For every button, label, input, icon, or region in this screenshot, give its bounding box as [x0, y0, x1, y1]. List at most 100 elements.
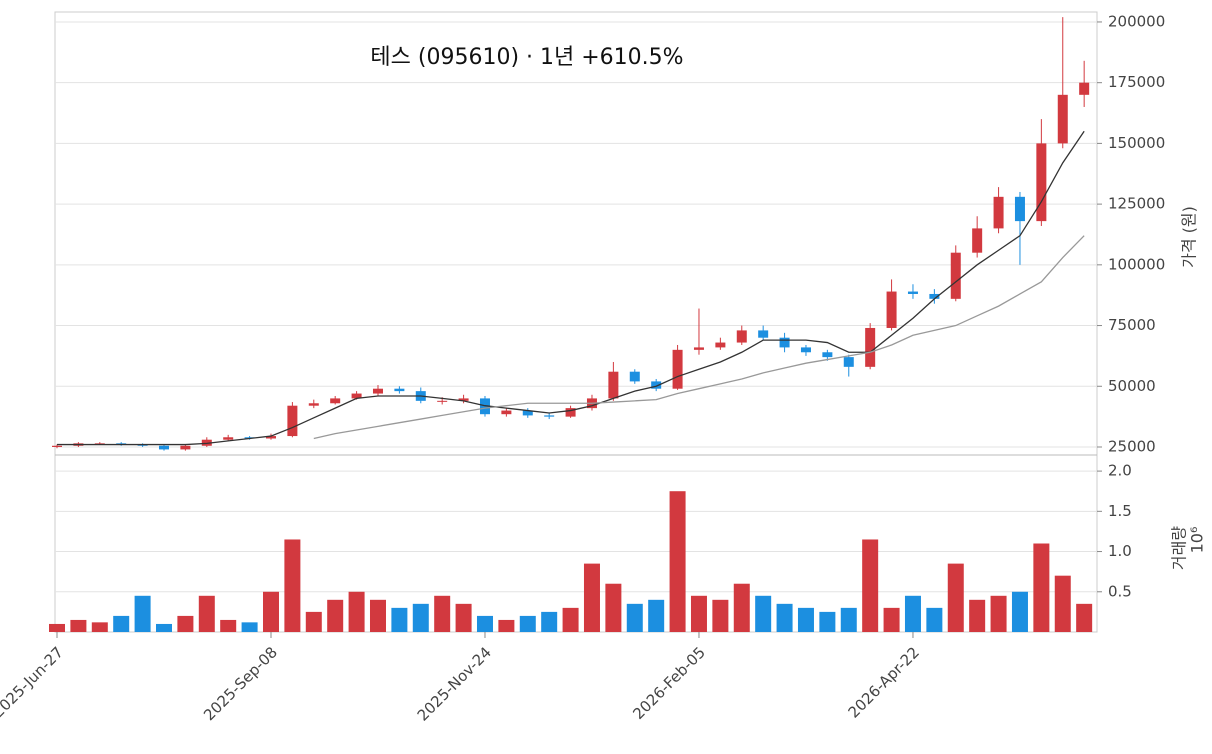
volume-bar [327, 599, 344, 632]
volume-bar [412, 603, 429, 632]
candle-body [693, 347, 704, 350]
x-tick-label: 2025-Nov-24 [414, 643, 495, 724]
candle-body [993, 196, 1004, 229]
y-tick-label: 0.5 [1108, 582, 1132, 600]
candle-body [158, 445, 169, 450]
y-tick-label: 75000 [1108, 316, 1156, 334]
candle-body [758, 330, 769, 338]
volume-bar [369, 599, 386, 632]
candle-body [715, 342, 726, 348]
x-tick-label: 2025-Jun-27 [0, 643, 67, 721]
volume-bar [904, 595, 921, 632]
volume-bar [690, 595, 707, 632]
candle-body [1036, 143, 1047, 222]
volume-bar [926, 607, 943, 632]
candle-body [972, 228, 983, 253]
volume-bar [562, 607, 579, 632]
volume-bar [990, 595, 1007, 632]
candle-body [929, 293, 940, 299]
x-tick-label: 2026-Apr-22 [845, 643, 923, 721]
x-tick-label: 2026-Feb-05 [629, 643, 709, 723]
candle-body [843, 357, 854, 367]
candle-body [651, 381, 662, 389]
candle-body [800, 347, 811, 353]
volume-bar [969, 599, 986, 632]
candle-body [223, 437, 234, 440]
candle-body [94, 443, 105, 445]
candle-body [672, 349, 683, 389]
y-tick-label: 100000 [1108, 255, 1165, 273]
volume-bar [648, 599, 665, 632]
volume-bar [391, 607, 408, 632]
volume-bar [348, 591, 365, 632]
volume-bar [840, 607, 857, 632]
candle-body [308, 403, 319, 406]
volume-bar [669, 491, 686, 632]
y-tick-label: 1.5 [1108, 502, 1132, 520]
candle-body [736, 330, 747, 343]
y-tick-label: 125000 [1108, 195, 1165, 213]
y-tick-label: 2.0 [1108, 462, 1132, 480]
volume-bar [883, 607, 900, 632]
volume-bar [712, 599, 729, 632]
candle-body [351, 393, 362, 399]
candle-body [287, 405, 298, 437]
volume-bar [733, 583, 750, 632]
volume-bar [284, 539, 301, 632]
candle-body [950, 252, 961, 299]
candle-body [629, 371, 640, 382]
volume-bar [434, 595, 451, 632]
moving-average-line [313, 235, 1085, 440]
candle-body [52, 445, 62, 447]
y-tick-label: 150000 [1108, 134, 1165, 152]
volume-bar [755, 595, 772, 632]
volume-bar [498, 619, 515, 632]
volume-bar [626, 603, 643, 632]
candle-body [907, 291, 918, 294]
candle-body [394, 388, 405, 392]
moving-average-line [57, 130, 1085, 446]
volume-bar [113, 615, 130, 632]
candle-body [1057, 94, 1068, 144]
volume-bar [1054, 575, 1071, 632]
volume-bar [862, 539, 879, 632]
volume-bar [49, 623, 65, 632]
candle-body [1079, 82, 1090, 95]
volume-bar [605, 583, 622, 632]
y-tick-label: 175000 [1108, 73, 1165, 91]
candle-body [522, 410, 533, 416]
candle-body [458, 398, 469, 401]
volume-bar [541, 611, 558, 632]
volume-bar [583, 563, 600, 632]
volume-bar [819, 611, 836, 632]
plot-frame [54, 11, 1098, 633]
volume-bar [134, 595, 151, 632]
candle-body [886, 291, 897, 328]
y-tick-label: 50000 [1108, 377, 1156, 395]
y-tick-label: 1.0 [1108, 542, 1132, 560]
volume-bar [155, 623, 172, 632]
volume-bar [241, 622, 258, 632]
x-tick-label: 2025-Sep-08 [200, 643, 281, 724]
candle-body [501, 410, 512, 415]
volume-bar [1033, 543, 1050, 632]
volume-bar [198, 595, 215, 632]
volume-bar [91, 622, 108, 632]
candle-body [265, 436, 276, 439]
y-axis-label: 가격 (원) [1180, 206, 1199, 268]
candle-body [372, 388, 383, 394]
candle-body [608, 371, 619, 399]
candle-body [330, 398, 341, 404]
volume-bar [776, 603, 793, 632]
volume-bar [519, 615, 536, 632]
candle-body [822, 352, 833, 358]
volume-bar [1076, 603, 1093, 632]
volume-bar [1011, 591, 1028, 632]
candle-body [779, 337, 790, 348]
candle-body [1014, 196, 1025, 222]
candle-body [180, 445, 191, 450]
volume-bar [262, 591, 279, 632]
candle-body [865, 327, 876, 367]
volume-bar [177, 615, 194, 632]
